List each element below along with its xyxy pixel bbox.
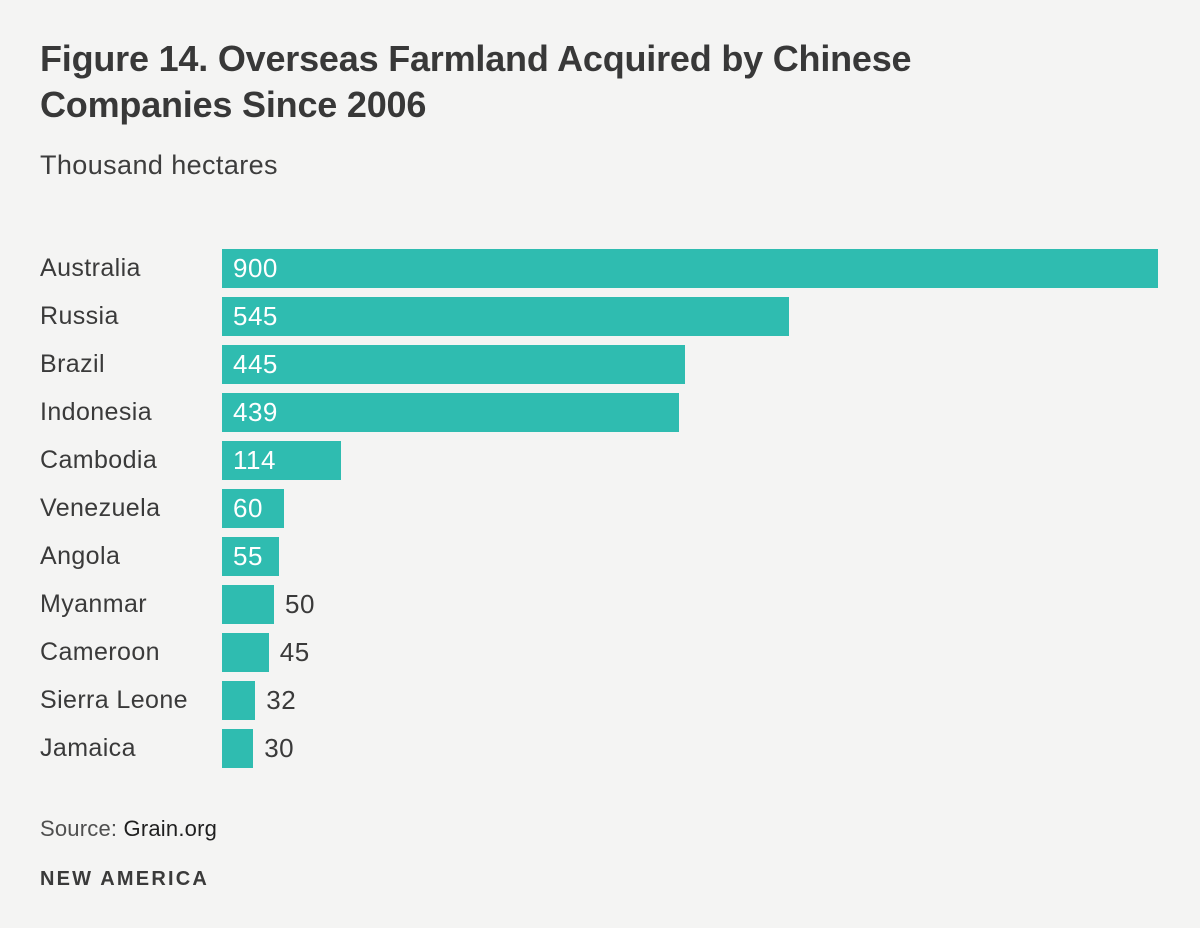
page-container: Figure 14. Overseas Farmland Acquired by… bbox=[40, 38, 1158, 890]
bar: 439 bbox=[222, 392, 679, 432]
bar-track: 30 bbox=[222, 728, 1158, 768]
chart-row: Myanmar 50 bbox=[40, 580, 1158, 628]
chart-row: Australia 900 bbox=[40, 244, 1158, 292]
bar-track: 114 bbox=[222, 440, 1158, 480]
value-label: 30 bbox=[264, 732, 295, 763]
value-label: 60 bbox=[233, 492, 263, 523]
category-label: Jamaica bbox=[40, 733, 136, 762]
source-text: Grain.org bbox=[123, 816, 218, 841]
value-label: 439 bbox=[233, 396, 278, 427]
category-label: Cambodia bbox=[40, 445, 158, 474]
bar-track: 55 bbox=[222, 536, 1158, 576]
value-label: 45 bbox=[279, 636, 310, 667]
category-label: Myanmar bbox=[40, 589, 147, 618]
bar: 900 bbox=[222, 248, 1158, 288]
source-line: Source: Grain.org bbox=[40, 815, 1158, 843]
category-label: Angola bbox=[40, 541, 121, 570]
bar bbox=[222, 680, 256, 720]
bar bbox=[222, 584, 274, 624]
bar-track: 60 bbox=[222, 488, 1158, 528]
category-label: Brazil bbox=[40, 349, 105, 378]
value-label: 545 bbox=[233, 300, 278, 331]
source-label: Source: bbox=[40, 816, 118, 841]
category-label: Russia bbox=[40, 301, 119, 330]
category-label: Indonesia bbox=[40, 397, 153, 426]
chart-row: Brazil 445 bbox=[40, 340, 1158, 388]
bar-track: 545 bbox=[222, 296, 1158, 336]
chart-title: Figure 14. Overseas Farmland Acquired by… bbox=[40, 38, 912, 125]
category-label: Cameroon bbox=[40, 637, 160, 666]
bar-track: 445 bbox=[222, 344, 1158, 384]
chart-row: Cameroon 45 bbox=[40, 628, 1158, 676]
category-label: Australia bbox=[40, 253, 141, 282]
chart-row: Indonesia 439 bbox=[40, 388, 1158, 436]
bar-track: 50 bbox=[222, 584, 1158, 624]
chart-subtitle: Thousand hectares bbox=[40, 150, 278, 180]
value-label: 114 bbox=[233, 444, 276, 475]
chart-row: Sierra Leone 32 bbox=[40, 676, 1158, 724]
bar bbox=[222, 728, 254, 768]
chart-row: Russia 545 bbox=[40, 292, 1158, 340]
chart-row: Jamaica 30 bbox=[40, 724, 1158, 772]
bar-chart: Australia 900 Russia 545 Brazil 445 Indonesia 4… bbox=[40, 244, 1158, 772]
brand-wordmark: NEW AMERICA bbox=[40, 868, 210, 890]
bar: 60 bbox=[222, 488, 285, 528]
value-label: 445 bbox=[233, 348, 278, 379]
chart-row: Angola 55 bbox=[40, 532, 1158, 580]
bar: 445 bbox=[222, 344, 685, 384]
chart-row: Venezuela 60 bbox=[40, 484, 1158, 532]
bar: 55 bbox=[222, 536, 280, 576]
bar-track: 32 bbox=[222, 680, 1158, 720]
bar-track: 439 bbox=[222, 392, 1158, 432]
bar-track: 900 bbox=[222, 248, 1158, 288]
value-label: 32 bbox=[266, 684, 297, 715]
bar: 545 bbox=[222, 296, 789, 336]
category-label: Sierra Leone bbox=[40, 685, 188, 714]
bar: 114 bbox=[222, 440, 341, 480]
value-label: 900 bbox=[233, 252, 278, 283]
bar bbox=[222, 632, 269, 672]
category-label: Venezuela bbox=[40, 493, 161, 522]
bar-track: 45 bbox=[222, 632, 1158, 672]
value-label: 55 bbox=[233, 540, 263, 571]
chart-row: Cambodia 114 bbox=[40, 436, 1158, 484]
value-label: 50 bbox=[285, 588, 315, 619]
